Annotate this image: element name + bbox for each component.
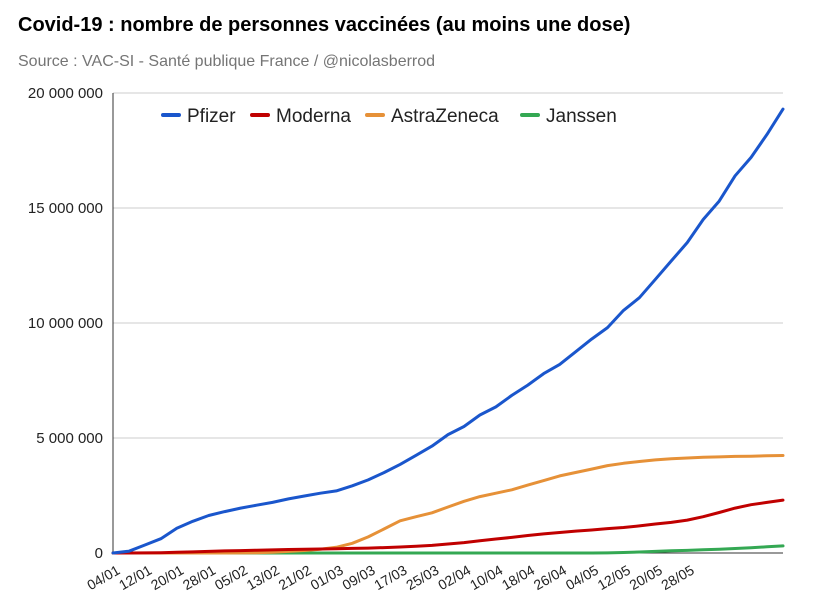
x-tick-label: 02/04	[435, 562, 474, 593]
legend-label-moderna: Moderna	[276, 106, 351, 127]
x-tick-label: 25/03	[403, 562, 442, 593]
x-tick-label: 28/01	[180, 562, 219, 593]
x-tick-label: 26/04	[531, 562, 570, 593]
x-tick-label: 18/04	[499, 562, 538, 593]
x-tick-label: 21/02	[276, 562, 315, 593]
x-tick-label: 20/01	[148, 562, 187, 593]
series-line-pfizer	[111, 107, 785, 555]
x-tick-label: 12/01	[116, 562, 155, 593]
x-tick-label: 28/05	[658, 562, 697, 593]
x-tick-label: 01/03	[307, 562, 346, 593]
legend-label-janssen: Janssen	[546, 106, 617, 127]
chart-subtitle: Source : VAC-SI - Santé publique France …	[18, 53, 436, 70]
x-tick-label: 04/05	[563, 562, 602, 593]
x-tick-label: 10/04	[467, 562, 506, 593]
x-tick-label: 20/05	[627, 562, 666, 593]
y-tick-label: 5 000 000	[36, 430, 103, 447]
y-tick-label: 20 000 000	[28, 85, 103, 102]
y-tick-label: 0	[95, 545, 103, 562]
y-tick-label: 10 000 000	[28, 315, 103, 332]
x-tick-label: 05/02	[212, 562, 251, 593]
series-line-astrazeneca	[111, 454, 785, 555]
y-tick-label: 15 000 000	[28, 200, 103, 217]
x-tick-label: 12/05	[595, 562, 634, 593]
x-tick-label: 13/02	[244, 562, 283, 593]
x-tick-label: 09/03	[339, 562, 378, 593]
legend-label-pfizer: Pfizer	[187, 106, 236, 127]
series-line-moderna	[111, 498, 785, 555]
legend-label-astrazeneca: AstraZeneca	[391, 106, 499, 127]
x-tick-label: 17/03	[371, 562, 410, 593]
x-tick-label: 04/01	[84, 562, 123, 593]
chart-title: Covid-19 : nombre de personnes vaccinées…	[18, 14, 631, 36]
